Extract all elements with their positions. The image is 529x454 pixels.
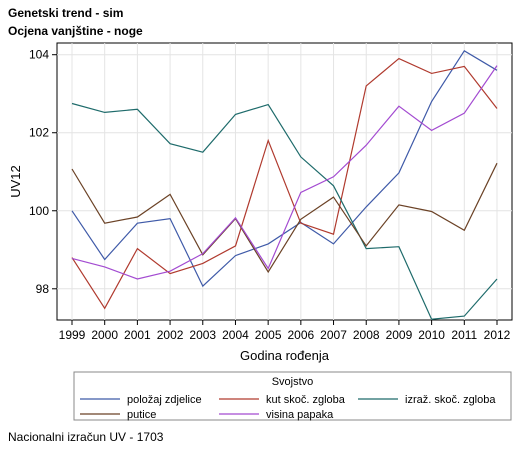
x-axis-ticks: 1999 2000 2001 2002 2003 2004 2005 2006 2007 2008…: [59, 320, 511, 342]
legend-label: putice: [127, 409, 156, 421]
series-lines: [72, 51, 497, 319]
legend-title: Svojstvo: [272, 376, 314, 388]
series-line: [72, 59, 497, 309]
y-axis-label: UV12: [8, 165, 23, 198]
x-tick-label: 2010: [418, 328, 445, 342]
x-tick-label: 2006: [287, 328, 314, 342]
y-tick-label: 104: [29, 48, 49, 62]
x-tick-label: 2012: [484, 328, 511, 342]
x-tick-label: 2007: [320, 328, 347, 342]
series-line: [72, 104, 497, 320]
y-tick-label: 98: [36, 282, 50, 296]
y-axis-ticks: 98 100 102 104: [29, 48, 57, 296]
x-tick-label: 1999: [59, 328, 86, 342]
footnote: Nacionalni izračun UV - 1703: [8, 430, 163, 444]
legend-label: kut skoč. zgloba: [266, 394, 346, 406]
legend: Svojstvo položaj zdjelice kut skoč. zglob…: [74, 372, 511, 421]
x-tick-label: 2008: [353, 328, 380, 342]
x-axis-label: Godina rođenja: [240, 348, 330, 363]
legend-label: visina papaka: [266, 409, 334, 421]
x-tick-label: 2003: [189, 328, 216, 342]
x-tick-label: 2005: [255, 328, 282, 342]
x-tick-label: 2002: [157, 328, 184, 342]
x-tick-label: 2004: [222, 328, 249, 342]
x-tick-label: 2001: [124, 328, 151, 342]
legend-label: izraž. skoč. zgloba: [405, 394, 496, 406]
legend-label: položaj zdjelice: [127, 394, 202, 406]
x-tick-label: 2011: [451, 328, 477, 342]
x-tick-label: 2009: [386, 328, 413, 342]
y-tick-label: 100: [29, 204, 49, 218]
series-line: [72, 163, 497, 272]
y-tick-label: 102: [29, 126, 49, 140]
x-tick-label: 2000: [91, 328, 118, 342]
series-line: [72, 66, 497, 279]
